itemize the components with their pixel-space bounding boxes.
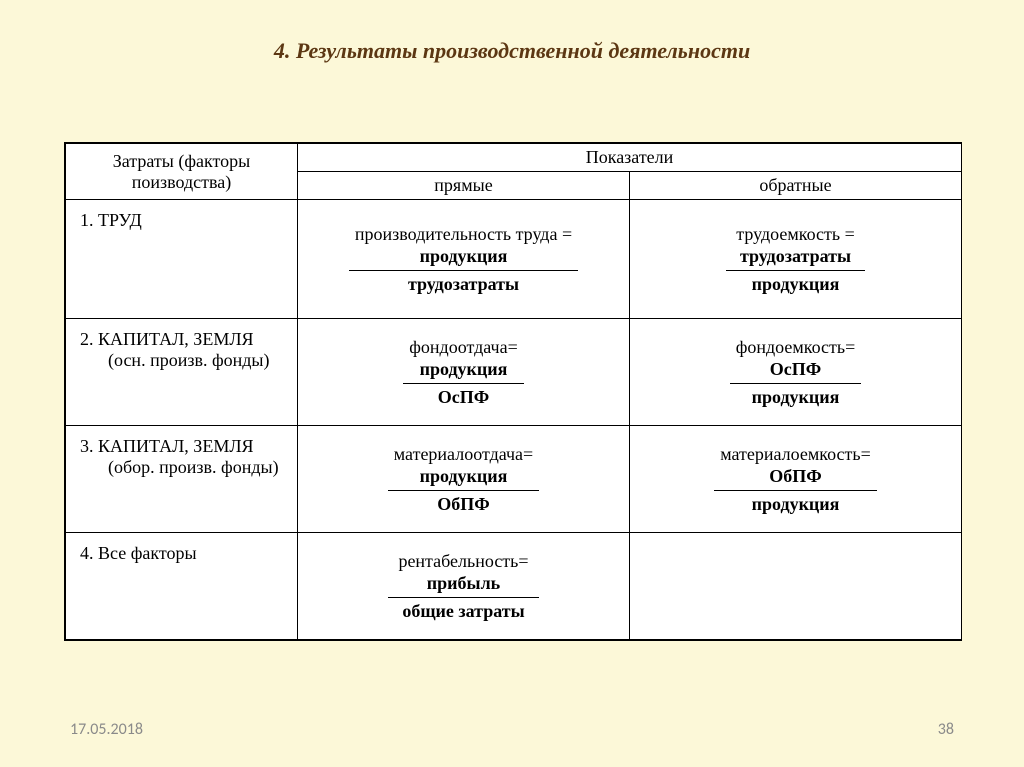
factor-cell: 3. КАПИТАЛ, ЗЕМЛЯ (обор. произв. фонды) xyxy=(66,426,298,533)
frac-num: продукция xyxy=(349,245,578,271)
inverse-cell: трудоемкость = трудозатраты продукция xyxy=(630,200,962,319)
factor-sub: (осн. произв. фонды) xyxy=(80,350,289,371)
fraction: фондоемкость= ОсПФ продукция xyxy=(730,336,862,409)
inverse-cell: фондоемкость= ОсПФ продукция xyxy=(630,319,962,426)
header-inverse: обратные xyxy=(630,172,962,200)
footer-page-number: 38 xyxy=(938,720,954,739)
frac-den: продукция xyxy=(726,271,865,296)
factor-main: 3. КАПИТАЛ, ЗЕМЛЯ xyxy=(80,436,254,456)
frac-den: общие затраты xyxy=(388,598,538,623)
footer-date: 17.05.2018 xyxy=(70,720,143,739)
factor-main: 2. КАПИТАЛ, ЗЕМЛЯ xyxy=(80,329,254,349)
frac-den: продукция xyxy=(730,384,862,409)
frac-num: продукция xyxy=(388,465,539,491)
fraction: производительность труда = продукция тру… xyxy=(349,223,578,296)
table-row: 4. Все факторы рентабельность= прибыль о… xyxy=(66,533,962,640)
table-row: 2. КАПИТАЛ, ЗЕМЛЯ (осн. произв. фонды) ф… xyxy=(66,319,962,426)
frac-label: материалоемкость= xyxy=(714,443,877,466)
indicators-table: Затраты (факторы поизводства) Показатели… xyxy=(65,143,962,640)
inverse-cell: материалоемкость= ОбПФ продукция xyxy=(630,426,962,533)
frac-num: трудозатраты xyxy=(726,245,865,271)
table-row: 3. КАПИТАЛ, ЗЕМЛЯ (обор. произв. фонды) … xyxy=(66,426,962,533)
slide-title: 4. Результаты производственной деятельно… xyxy=(0,38,1024,64)
direct-cell: производительность труда = продукция тру… xyxy=(298,200,630,319)
factor-cell: 1. ТРУД xyxy=(66,200,298,319)
factor-main: 4. Все факторы xyxy=(80,543,197,563)
direct-cell: рентабельность= прибыль общие затраты xyxy=(298,533,630,640)
inverse-cell-empty xyxy=(630,533,962,640)
direct-cell: материалоотдача= продукция ОбПФ xyxy=(298,426,630,533)
frac-label: материалоотдача= xyxy=(388,443,539,466)
frac-num: продукция xyxy=(403,358,523,384)
frac-den: трудозатраты xyxy=(349,271,578,296)
frac-label: фондоемкость= xyxy=(730,336,862,359)
frac-label: трудоемкость = xyxy=(726,223,865,246)
fraction: трудоемкость = трудозатраты продукция xyxy=(726,223,865,296)
frac-num: ОсПФ xyxy=(730,358,862,384)
slide: 4. Результаты производственной деятельно… xyxy=(0,0,1024,767)
frac-label: фондоотдача= xyxy=(403,336,523,359)
frac-den: ОбПФ xyxy=(388,491,539,516)
fraction: материалоемкость= ОбПФ продукция xyxy=(714,443,877,516)
table-row: 1. ТРУД производительность труда = проду… xyxy=(66,200,962,319)
frac-den: продукция xyxy=(714,491,877,516)
factor-cell: 2. КАПИТАЛ, ЗЕМЛЯ (осн. произв. фонды) xyxy=(66,319,298,426)
frac-num: прибыль xyxy=(388,572,538,598)
header-factor: Затраты (факторы поизводства) xyxy=(66,144,298,200)
fraction: фондоотдача= продукция ОсПФ xyxy=(403,336,523,409)
frac-label: производительность труда = xyxy=(349,223,578,246)
frac-num: ОбПФ xyxy=(714,465,877,491)
fraction: рентабельность= прибыль общие затраты xyxy=(388,550,538,623)
direct-cell: фондоотдача= продукция ОсПФ xyxy=(298,319,630,426)
header-row-1: Затраты (факторы поизводства) Показатели xyxy=(66,144,962,172)
header-direct: прямые xyxy=(298,172,630,200)
frac-label: рентабельность= xyxy=(388,550,538,573)
factor-sub: (обор. произв. фонды) xyxy=(80,457,289,478)
factor-main: 1. ТРУД xyxy=(80,210,142,230)
header-indicators: Показатели xyxy=(298,144,962,172)
indicators-table-wrap: Затраты (факторы поизводства) Показатели… xyxy=(64,142,962,641)
fraction: материалоотдача= продукция ОбПФ xyxy=(388,443,539,516)
factor-cell: 4. Все факторы xyxy=(66,533,298,640)
frac-den: ОсПФ xyxy=(403,384,523,409)
